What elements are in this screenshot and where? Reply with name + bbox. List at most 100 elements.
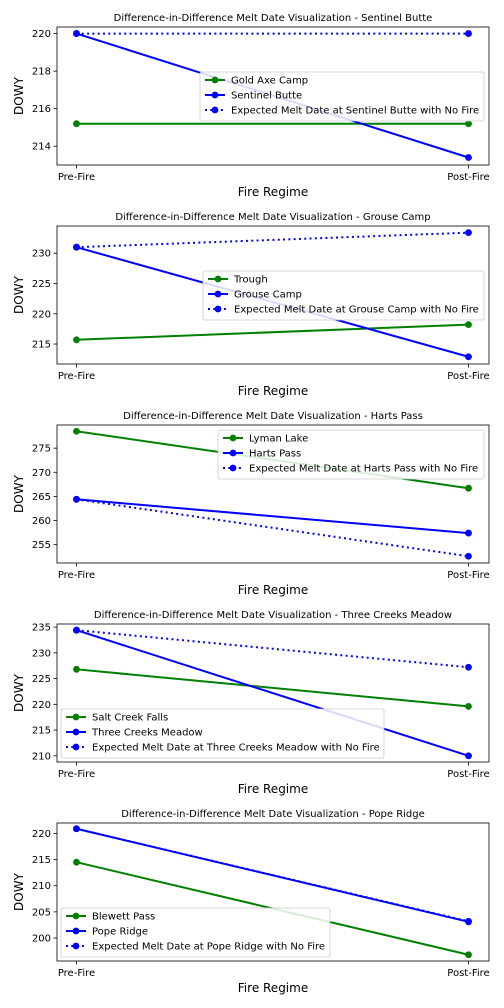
legend-swatch-marker xyxy=(211,91,219,99)
data-point xyxy=(465,30,472,37)
x-axis-label: Fire Regime xyxy=(238,782,308,796)
y-tick-label: 225 xyxy=(32,279,51,290)
x-tick-label: Pre-Fire xyxy=(58,371,95,382)
data-point xyxy=(465,917,472,925)
legend-entry: Harts Pass xyxy=(249,449,301,460)
legend-swatch-marker xyxy=(211,106,219,114)
legend-swatch-marker xyxy=(72,728,80,736)
x-tick-label: Pre-Fire xyxy=(58,769,95,780)
y-tick-label: 270 xyxy=(32,468,51,479)
y-tick-label: 275 xyxy=(32,444,51,455)
data-point xyxy=(465,484,472,492)
y-tick-label: 225 xyxy=(32,674,51,685)
series-line-1 xyxy=(76,668,469,708)
data-point xyxy=(73,427,80,435)
legend-box xyxy=(217,429,485,480)
chart-panel-3: Difference-in-Difference Melt Date Visua… xyxy=(12,411,490,597)
y-tick-label: 218 xyxy=(32,67,51,78)
legend: Lyman Lake Harts Pass Expected Melt Date a… xyxy=(217,429,485,480)
chart-panel-4: Difference-in-Difference Melt Date Visua… xyxy=(12,610,490,796)
legend-swatch-marker xyxy=(211,76,219,84)
x-axis-label: Fire Regime xyxy=(238,185,308,199)
legend-swatch-marker xyxy=(214,305,222,313)
x-tick-label: Post-Fire xyxy=(447,769,489,780)
plot-frame xyxy=(56,26,490,166)
data-point xyxy=(73,825,80,833)
x-tick-label: Post-Fire xyxy=(447,968,489,979)
legend: Salt Creek Falls Three Creeks Meadow Expec… xyxy=(60,708,385,759)
y-tick-label: 210 xyxy=(32,881,51,892)
series-line-3 xyxy=(76,629,469,669)
y-axis-label: DOWY xyxy=(12,76,26,115)
data-point xyxy=(465,752,472,760)
y-tick-label: 205 xyxy=(32,907,51,918)
y-tick-label: 215 xyxy=(32,726,51,737)
legend-box xyxy=(202,270,485,321)
series-line-3 xyxy=(76,231,469,249)
y-tick-label: 200 xyxy=(32,934,51,945)
y-tick-label: 265 xyxy=(32,492,51,503)
data-point xyxy=(73,626,80,634)
legend-entry: Trough xyxy=(233,275,268,286)
legend-box xyxy=(60,708,385,759)
data-point xyxy=(73,120,80,128)
legend-entry: Salt Creek Falls xyxy=(92,713,168,724)
series-line-2 xyxy=(76,629,469,757)
x-tick-label: Pre-Fire xyxy=(58,172,95,183)
legend-entry: Expected Melt Date at Pope Ridge with No… xyxy=(92,942,325,953)
data-point xyxy=(465,552,472,560)
legend-swatch-marker xyxy=(229,464,237,472)
y-tick-label: 230 xyxy=(32,648,51,659)
plot-frame xyxy=(56,623,490,763)
legend-entry: Blewett Pass xyxy=(92,912,155,923)
y-axis-label: DOWY xyxy=(12,275,26,314)
y-tick-label: 214 xyxy=(32,142,51,153)
data-point xyxy=(465,229,472,237)
legend-swatch-marker xyxy=(229,434,237,442)
x-axis-label: Fire Regime xyxy=(238,384,308,398)
legend-entry: Grouse Camp xyxy=(234,290,302,301)
data-point xyxy=(73,243,80,251)
legend-swatch-marker xyxy=(72,942,80,950)
data-point xyxy=(465,353,472,361)
data-point xyxy=(73,665,80,673)
legend-swatch-marker xyxy=(72,927,80,935)
series-line-3 xyxy=(76,827,469,923)
chart-title: Difference-in-Difference Melt Date Visua… xyxy=(114,13,433,24)
chart-panel-2: Difference-in-Difference Melt Date Visua… xyxy=(12,212,490,398)
chart-title: Difference-in-Difference Melt Date Visua… xyxy=(123,411,423,422)
x-tick-label: Post-Fire xyxy=(447,570,489,581)
x-tick-label: Post-Fire xyxy=(447,172,489,183)
y-tick-label: 260 xyxy=(32,516,51,527)
y-axis-label: DOWY xyxy=(12,474,26,513)
x-tick-label: Pre-Fire xyxy=(58,968,95,979)
plot-frame xyxy=(56,424,490,564)
x-tick-label: Pre-Fire xyxy=(58,570,95,581)
data-point xyxy=(73,30,80,37)
legend: Trough Grouse Camp Expected Melt Date at G… xyxy=(202,270,485,321)
chart-title: Difference-in-Difference Melt Date Visua… xyxy=(115,212,430,223)
data-point xyxy=(73,858,80,866)
legend-swatch-marker xyxy=(229,449,237,457)
legend: Gold Axe Camp Sentinel Butte Expected Melt… xyxy=(199,71,485,122)
data-point xyxy=(73,495,80,503)
legend-box xyxy=(199,71,485,122)
y-tick-label: 220 xyxy=(32,700,51,711)
data-point xyxy=(465,702,472,710)
y-tick-label: 230 xyxy=(32,249,51,260)
legend-swatch-marker xyxy=(72,912,80,920)
legend-swatch-marker xyxy=(214,275,222,283)
y-tick-label: 220 xyxy=(32,309,51,320)
series-line-1 xyxy=(76,323,469,341)
x-axis-label: Fire Regime xyxy=(238,583,308,597)
legend-entry: Expected Melt Date at Sentinel Butte wit… xyxy=(231,106,479,117)
legend-entry: Lyman Lake xyxy=(249,434,308,445)
data-point xyxy=(465,951,472,959)
chart-panel-1: Difference-in-Difference Melt Date Visua… xyxy=(12,13,490,199)
legend-entry: Pope Ridge xyxy=(92,927,148,938)
plot-frame xyxy=(56,225,490,365)
legend-entry: Gold Axe Camp xyxy=(231,76,308,87)
y-tick-label: 235 xyxy=(32,623,51,634)
data-point xyxy=(465,663,472,671)
